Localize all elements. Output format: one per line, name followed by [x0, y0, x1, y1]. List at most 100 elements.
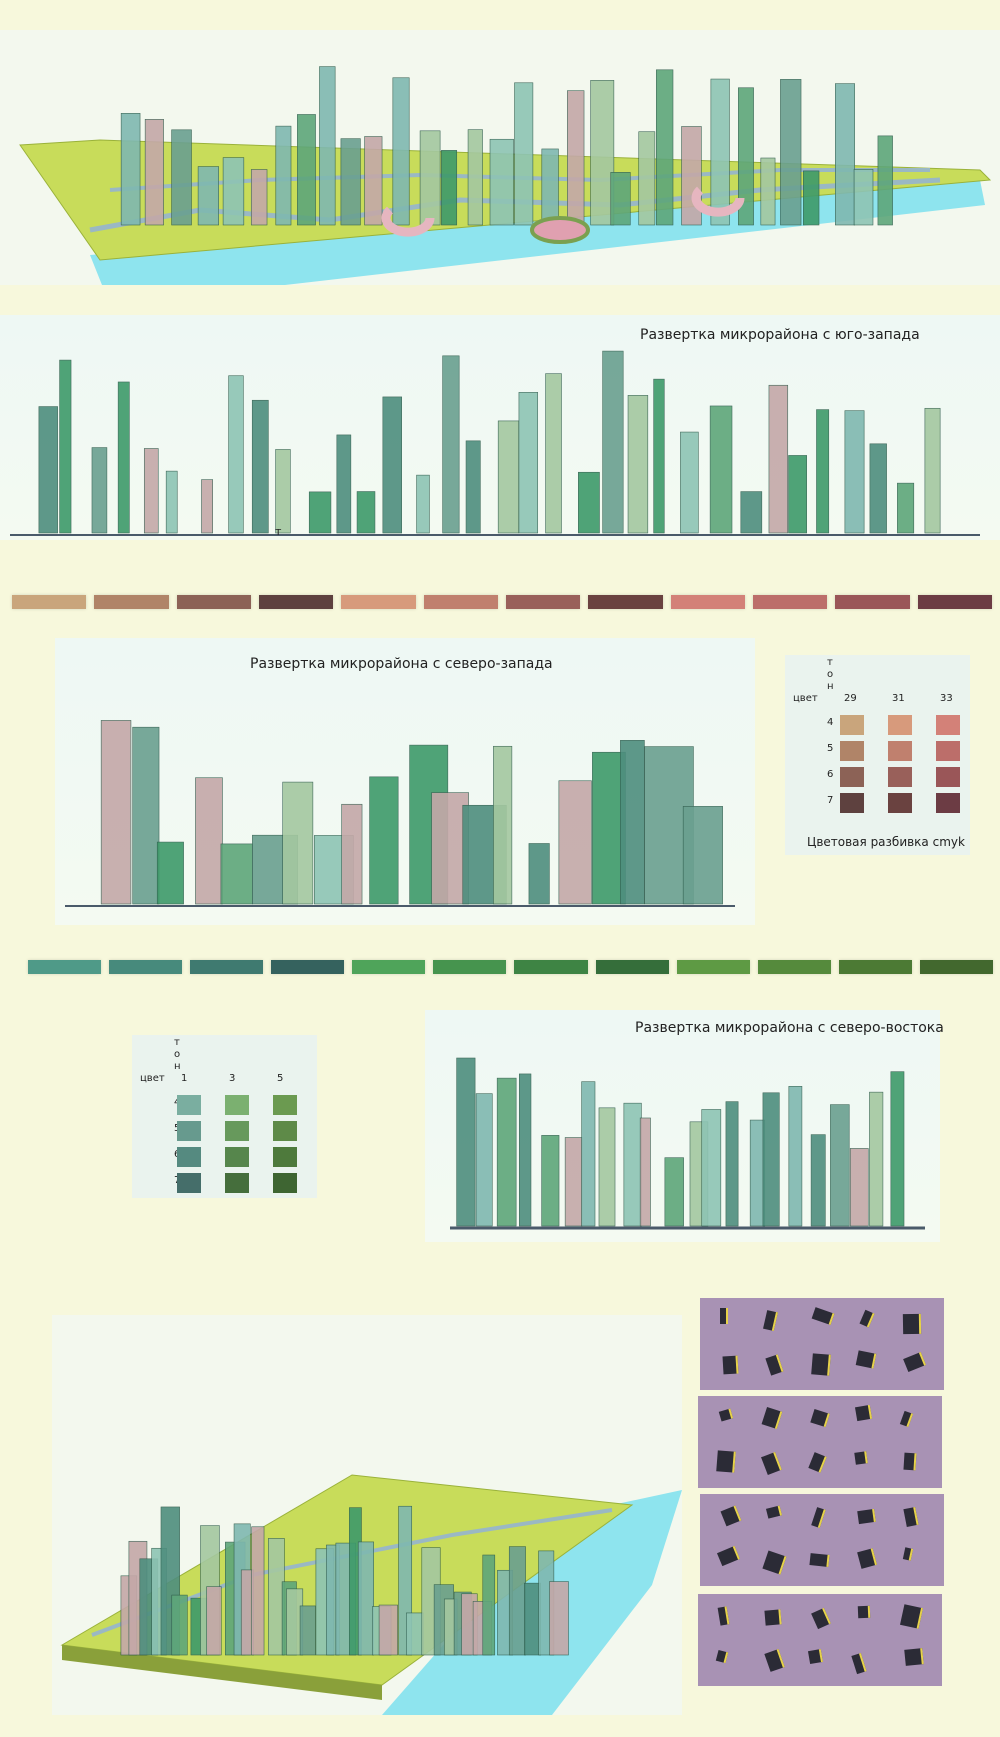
building-footprint-glyph	[859, 1310, 874, 1329]
tower	[357, 1541, 374, 1656]
building-footprint-glyph	[764, 1609, 782, 1625]
tower	[132, 726, 160, 905]
color-swatch	[433, 960, 507, 974]
tower	[709, 405, 733, 534]
tower	[508, 1546, 526, 1656]
tower	[897, 482, 915, 534]
elevation-marker: т	[275, 525, 282, 538]
tower	[201, 479, 214, 534]
color-strip-warm	[12, 595, 992, 609]
building-footprint-glyph	[810, 1409, 830, 1428]
color-swatch	[917, 595, 992, 609]
building-footprint-glyph	[717, 1546, 741, 1567]
tower	[341, 803, 363, 905]
tower	[602, 350, 624, 534]
tower	[738, 87, 754, 226]
color-swatch	[423, 595, 498, 609]
tower	[91, 447, 108, 534]
tower	[197, 166, 219, 226]
legend-column-label: 3	[229, 1073, 236, 1084]
tower	[475, 1093, 493, 1227]
footprint-tile	[698, 1396, 942, 1488]
legend-color-cell	[273, 1095, 297, 1115]
legend-color-cell	[273, 1121, 297, 1141]
color-strip-green	[28, 960, 993, 974]
tower	[545, 373, 562, 534]
tower	[392, 77, 410, 226]
building-footprint-glyph	[761, 1406, 782, 1429]
building-footprint-glyph	[763, 1309, 778, 1331]
legend-column-label: 31	[892, 693, 905, 704]
section-title-southwest: Развертка микрорайона с юго-запада	[640, 327, 920, 343]
footprint-tiles	[698, 1298, 946, 1718]
legend-axis-tone: о	[174, 1049, 181, 1060]
tower	[406, 1612, 424, 1656]
tower	[664, 1157, 684, 1227]
building-footprint-glyph	[856, 1547, 878, 1569]
tower	[682, 806, 723, 905]
legend-color-cell	[273, 1147, 297, 1167]
tower	[340, 138, 361, 226]
tower	[623, 1102, 642, 1227]
building-footprint-glyph	[810, 1607, 831, 1629]
tower	[762, 1092, 780, 1227]
tower	[497, 420, 520, 534]
color-swatch	[94, 595, 169, 609]
tower	[835, 83, 855, 226]
tower	[220, 843, 253, 905]
color-swatch	[505, 595, 581, 609]
tower	[297, 114, 316, 226]
tower	[100, 720, 132, 905]
tower	[680, 431, 699, 534]
tower	[120, 113, 141, 226]
tower	[830, 1104, 850, 1227]
tower	[456, 1057, 476, 1227]
tower	[518, 392, 539, 534]
tower	[590, 80, 615, 226]
building-footprint-glyph	[719, 1408, 734, 1422]
legend-axis-tone: т	[827, 657, 833, 668]
tower	[251, 399, 269, 534]
tower	[144, 118, 164, 226]
tower	[514, 82, 534, 226]
palette-legend-green: тонцвет1354567	[132, 1035, 317, 1198]
legend-color-cell	[225, 1121, 249, 1141]
building-footprint-glyph	[853, 1451, 868, 1465]
legend-color-cell	[840, 793, 864, 813]
legend-row-label: 4	[827, 717, 834, 728]
tower-group-top	[120, 66, 893, 226]
elevation-northeast-panel: Развертка микрорайона с северо-востока	[425, 1010, 944, 1242]
legend-color-cell	[840, 767, 864, 787]
building-footprint-glyph	[902, 1547, 913, 1561]
tower	[541, 148, 559, 226]
building-footprint-glyph	[762, 1550, 786, 1574]
tower	[416, 474, 430, 534]
color-swatch	[919, 960, 993, 974]
tower	[869, 443, 887, 534]
color-swatch	[595, 960, 669, 974]
tower	[369, 776, 399, 905]
tower	[489, 138, 514, 226]
legend-color-cell	[177, 1147, 201, 1167]
tower	[853, 168, 874, 226]
legend-color-cell	[225, 1173, 249, 1193]
legend-color-cell	[936, 767, 960, 787]
building-footprint-glyph	[765, 1505, 783, 1519]
legend-column-label: 29	[844, 693, 857, 704]
legend-column-label: 1	[181, 1073, 188, 1084]
legend-color-cell	[936, 793, 960, 813]
tower	[803, 170, 820, 226]
elevation-southwest-illustration	[10, 350, 980, 536]
building-footprint-glyph	[717, 1606, 730, 1626]
legend-axis-tone: н	[827, 681, 834, 692]
tower	[810, 1134, 826, 1227]
legend-color-cell	[225, 1095, 249, 1115]
building-footprint-glyph	[715, 1650, 728, 1664]
tower	[725, 1101, 739, 1227]
tower	[117, 381, 130, 534]
color-swatch	[514, 960, 588, 974]
tower-group-northeast	[456, 1057, 905, 1227]
tower	[467, 129, 483, 226]
tower	[528, 843, 550, 905]
legend-color-cell	[177, 1121, 201, 1141]
